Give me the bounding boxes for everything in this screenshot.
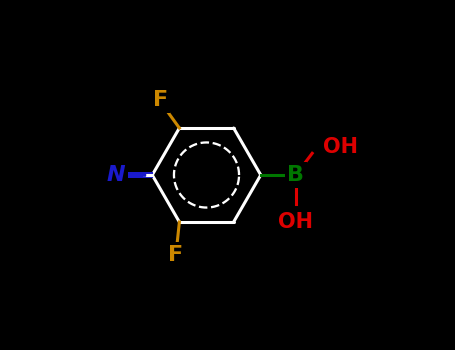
Text: F: F: [168, 245, 183, 265]
Text: OH: OH: [278, 212, 313, 232]
Text: N: N: [107, 165, 126, 185]
Text: B: B: [287, 165, 304, 185]
Text: OH: OH: [323, 137, 358, 157]
Text: F: F: [152, 90, 168, 110]
